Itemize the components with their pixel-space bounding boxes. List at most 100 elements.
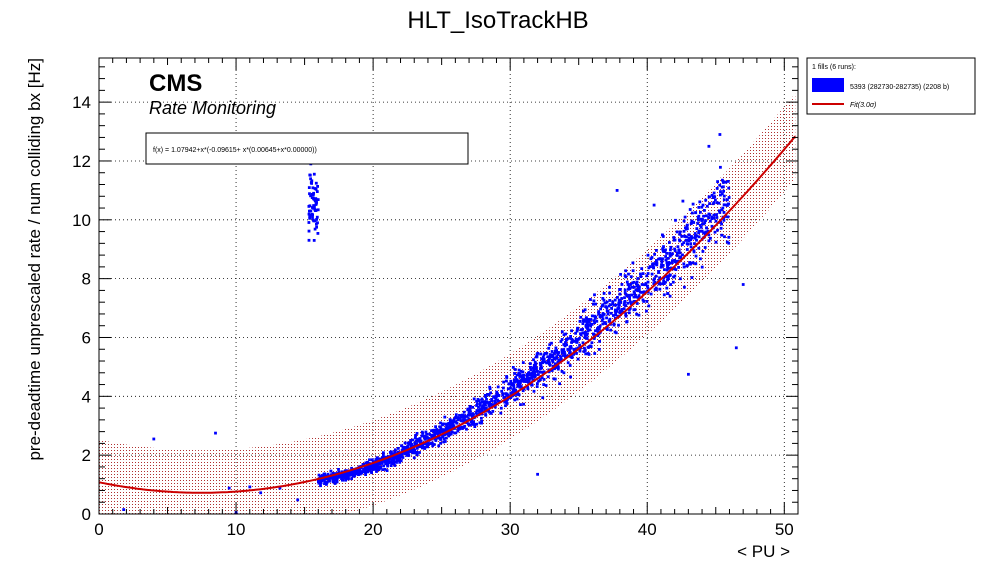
data-point — [614, 303, 618, 307]
data-point — [521, 361, 525, 364]
data-point-outlier — [296, 498, 300, 502]
data-point — [405, 451, 409, 455]
data-point — [602, 292, 606, 295]
data-point — [661, 264, 665, 267]
data-point — [400, 449, 404, 452]
data-point — [319, 475, 322, 478]
data-point — [624, 304, 628, 307]
data-point — [619, 300, 623, 304]
data-point — [439, 441, 442, 445]
data-point — [703, 209, 706, 212]
data-point — [587, 323, 590, 327]
data-point — [569, 335, 572, 338]
data-point — [727, 186, 731, 190]
x-tick-label: 30 — [501, 520, 520, 539]
data-point — [696, 222, 700, 225]
data-point — [682, 265, 686, 269]
data-point — [312, 191, 315, 195]
data-point — [529, 373, 533, 377]
data-point — [509, 396, 513, 399]
data-point — [550, 341, 553, 345]
data-point — [597, 348, 601, 351]
x-tick-label: 10 — [227, 520, 246, 539]
data-point — [468, 411, 471, 414]
data-point — [517, 393, 521, 397]
data-point — [608, 317, 612, 321]
data-point — [625, 320, 628, 324]
data-point — [570, 341, 573, 344]
data-point-outlier — [615, 189, 619, 192]
data-point — [368, 466, 371, 469]
data-point — [592, 299, 596, 303]
data-point — [726, 215, 730, 219]
data-point — [565, 337, 568, 341]
data-point — [713, 195, 717, 199]
data-point — [402, 447, 406, 451]
data-point — [519, 370, 523, 373]
data-point — [629, 275, 633, 279]
data-point — [569, 355, 573, 358]
data-point — [334, 475, 337, 479]
data-point — [595, 319, 599, 323]
data-point — [607, 304, 611, 308]
data-point — [477, 405, 480, 409]
data-point — [524, 380, 528, 383]
data-point — [574, 337, 578, 341]
data-point — [598, 327, 601, 331]
chart-title: HLT_IsoTrackHB — [407, 7, 588, 34]
data-point — [441, 430, 445, 433]
data-point — [494, 397, 498, 400]
data-point — [417, 439, 421, 443]
data-point — [640, 267, 644, 270]
data-point — [547, 370, 551, 374]
data-point — [635, 312, 638, 316]
data-point — [568, 348, 571, 351]
data-point — [578, 320, 582, 323]
data-point — [675, 254, 679, 257]
data-point — [430, 434, 434, 438]
data-point — [585, 333, 589, 337]
data-point — [678, 251, 682, 255]
data-point — [357, 473, 360, 476]
data-point — [504, 392, 508, 395]
data-point — [550, 358, 554, 362]
data-point — [438, 431, 442, 434]
data-point — [700, 205, 704, 209]
data-point — [685, 235, 688, 239]
data-point — [564, 341, 567, 344]
data-point — [462, 418, 465, 422]
data-point — [545, 351, 549, 355]
data-point — [636, 277, 640, 280]
data-point — [566, 348, 570, 351]
data-point — [421, 431, 425, 435]
data-point — [434, 432, 438, 435]
data-point — [529, 365, 532, 369]
data-point — [637, 294, 641, 298]
data-point — [722, 189, 725, 193]
data-point — [326, 472, 330, 476]
data-point — [516, 385, 520, 388]
axes — [98, 58, 799, 515]
data-point — [695, 234, 699, 238]
data-point — [315, 225, 318, 229]
data-point — [715, 187, 719, 190]
data-point — [608, 285, 611, 289]
data-point — [618, 292, 622, 296]
data-point — [314, 187, 318, 191]
data-point — [375, 462, 379, 466]
data-point — [552, 357, 556, 361]
data-point — [393, 464, 397, 467]
data-point — [410, 448, 414, 452]
data-point — [386, 458, 390, 461]
data-point — [313, 227, 317, 231]
data-point — [490, 399, 494, 403]
data-point — [307, 212, 311, 216]
data-point — [453, 416, 457, 419]
data-point — [655, 288, 658, 292]
data-point — [499, 411, 503, 415]
data-point — [690, 219, 694, 223]
data-point — [718, 211, 722, 214]
data-point — [536, 382, 539, 385]
data-point — [692, 249, 696, 253]
legend-header: 1 fills (6 runs): — [812, 64, 856, 71]
